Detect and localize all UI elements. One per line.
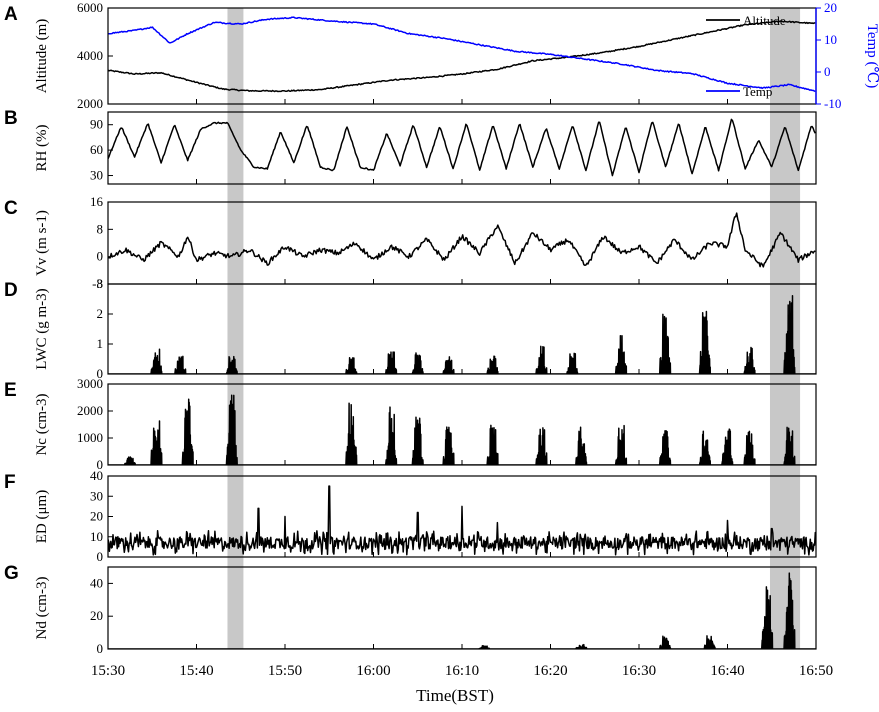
panel-frame bbox=[107, 283, 817, 375]
right-axis-label: Temp (℃) bbox=[864, 24, 879, 88]
y-axis-label: LWC (g m-3) bbox=[34, 288, 50, 369]
plot-area bbox=[108, 118, 816, 177]
panel-d: D LWC (g m-3) 0 1 2 3 bbox=[4, 276, 817, 381]
panel-letter: A bbox=[4, 4, 18, 25]
y-tick-label: 90 bbox=[90, 117, 103, 132]
y-tick-label: 0 bbox=[97, 457, 104, 472]
series-line-temp bbox=[108, 16, 816, 93]
y-tick-label: 30 bbox=[90, 168, 103, 183]
panel-letter: D bbox=[4, 280, 18, 301]
panel-letter: B bbox=[4, 108, 18, 129]
series-line-vv bbox=[108, 212, 816, 268]
y-axis-label: Nd (cm-3) bbox=[34, 577, 50, 640]
panel-letter: E bbox=[4, 380, 17, 401]
panel-c: C Vv (m s-1) -8 0 8 16 bbox=[4, 194, 817, 291]
x-tick-label: 16:10 bbox=[445, 663, 479, 679]
panel-letter: G bbox=[4, 563, 19, 584]
right-tick-label: -10 bbox=[824, 96, 841, 111]
plot-area bbox=[108, 212, 816, 268]
y-tick-label: 6000 bbox=[77, 0, 103, 15]
y-tick-label: 30 bbox=[90, 488, 103, 503]
y-axis-label: Altitude (m) bbox=[34, 19, 50, 94]
x-tick-label: 15:30 bbox=[91, 663, 125, 679]
plot-area bbox=[108, 394, 816, 465]
x-tick-label: 16:40 bbox=[710, 663, 744, 679]
y-tick-label: 0 bbox=[97, 366, 104, 381]
y-tick-label: 1 bbox=[97, 336, 104, 351]
y-tick-label: 2 bbox=[97, 306, 104, 321]
y-tick-label: 3 bbox=[97, 276, 104, 291]
x-tick-label: 16:00 bbox=[356, 663, 390, 679]
y-axis-label: Nc (cm-3) bbox=[34, 393, 50, 455]
series-line-altitude bbox=[108, 20, 816, 93]
y-tick-label: 20 bbox=[90, 608, 103, 623]
plot-area bbox=[108, 572, 816, 649]
y-tick-label: 16 bbox=[90, 194, 104, 209]
panel-g: G Nd (cm-3) 0 20 40 bbox=[4, 563, 817, 656]
y-tick-label: 2000 bbox=[77, 96, 103, 111]
y-tick-label: -8 bbox=[92, 276, 103, 291]
series-line-lwc bbox=[108, 294, 816, 374]
panel-frame bbox=[107, 383, 817, 466]
y-axis-label: ED (μm) bbox=[34, 490, 50, 543]
y-axis-label: Vv (m s-1) bbox=[34, 210, 50, 276]
y-tick-label: 0 bbox=[97, 249, 104, 264]
y-tick-label: 3000 bbox=[77, 376, 103, 391]
right-tick-label: 10 bbox=[824, 32, 837, 47]
right-tick-label: 0 bbox=[824, 64, 831, 79]
right-tick-label: 20 bbox=[824, 0, 837, 15]
legend-label-altitude: Altitude bbox=[743, 13, 786, 28]
shaded-interval-1 bbox=[227, 8, 244, 649]
legend-label-temp: Temp bbox=[743, 84, 772, 99]
x-tick-label: 15:50 bbox=[268, 663, 302, 679]
x-tick-label: 16:20 bbox=[533, 663, 567, 679]
y-tick-label: 1000 bbox=[77, 430, 103, 445]
panel-letter: C bbox=[4, 198, 18, 219]
plot-area bbox=[108, 294, 816, 374]
x-tick-label: 16:30 bbox=[622, 663, 656, 679]
y-tick-label: 0 bbox=[97, 549, 104, 564]
y-tick-label: 20 bbox=[90, 509, 103, 524]
panel-f: F ED (μm) 0 10 20 30 40 bbox=[4, 468, 817, 564]
x-tick-label: 15:40 bbox=[179, 663, 213, 679]
panel-e: E Nc (cm-3) 0 1000 2000 3000 bbox=[4, 376, 817, 472]
panel-b: B RH (%) 30 60 90 bbox=[4, 108, 817, 185]
y-tick-label: 40 bbox=[90, 575, 103, 590]
panel-frame bbox=[107, 475, 817, 558]
series-line-nd bbox=[108, 572, 816, 649]
plot-area bbox=[108, 16, 816, 93]
panel-letter: F bbox=[4, 472, 16, 493]
y-tick-label: 8 bbox=[97, 221, 104, 236]
panel-a: A Altitude (m) 2000 4000 6000 -10 0 10 20 Temp (℃… bbox=[4, 0, 879, 111]
series-line-rh bbox=[108, 118, 816, 177]
y-axis-label: RH (%) bbox=[34, 124, 50, 171]
panel-frame bbox=[107, 566, 817, 650]
series-line-nc bbox=[108, 394, 816, 465]
x-tick-label: 16:50 bbox=[799, 663, 833, 679]
y-tick-label: 40 bbox=[90, 468, 103, 483]
y-tick-label: 10 bbox=[90, 529, 103, 544]
y-tick-label: 0 bbox=[97, 641, 104, 656]
y-tick-label: 60 bbox=[90, 142, 103, 157]
series-line-ed bbox=[108, 485, 816, 556]
x-axis-title: Time(BST) bbox=[416, 686, 494, 705]
panel-frame bbox=[107, 111, 817, 185]
plot-area bbox=[108, 485, 816, 556]
y-tick-label: 2000 bbox=[77, 403, 103, 418]
y-tick-label: 4000 bbox=[77, 48, 103, 63]
